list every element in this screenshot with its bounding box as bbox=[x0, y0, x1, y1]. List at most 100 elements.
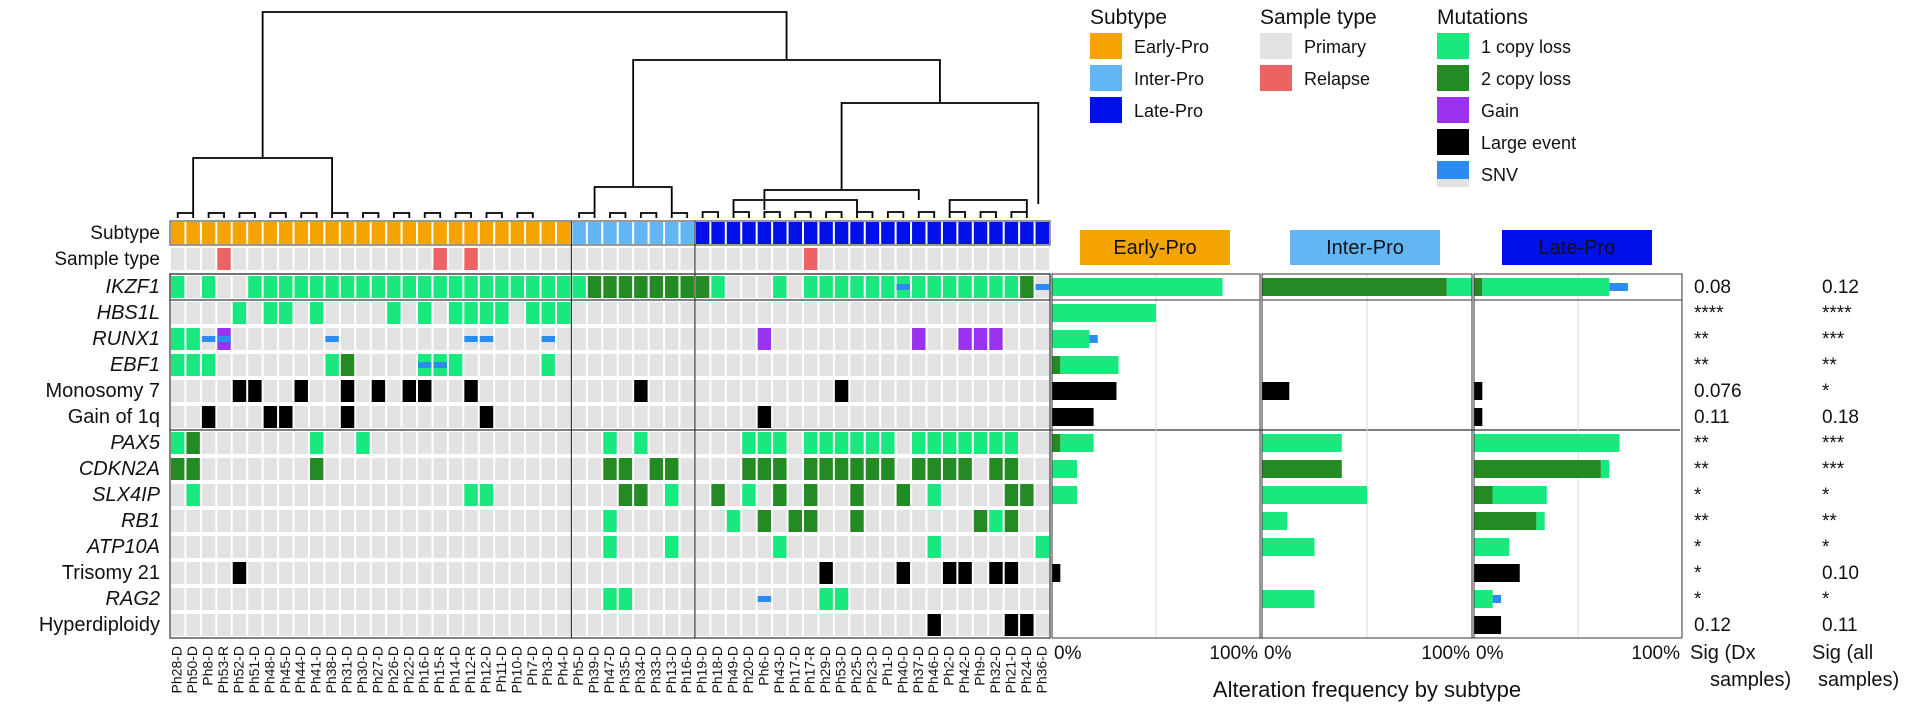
dendrogram-link bbox=[917, 211, 936, 218]
panel-header bbox=[1290, 230, 1440, 265]
freq-bar bbox=[1052, 408, 1094, 426]
oncoprint-cell bbox=[510, 614, 525, 636]
oncoprint-cell bbox=[526, 484, 540, 506]
sample-type-cell bbox=[912, 248, 926, 270]
sample-label: Ph36-D bbox=[1033, 646, 1049, 693]
subtype-cell bbox=[989, 222, 1003, 244]
subtype-cell bbox=[973, 222, 988, 244]
sample-type-cell bbox=[803, 248, 818, 270]
oncoprint-cell bbox=[510, 562, 525, 584]
oncoprint-cell bbox=[387, 614, 401, 636]
sig-all-value: * bbox=[1822, 589, 1830, 610]
oncoprint-cell bbox=[356, 354, 370, 376]
oncoprint-cell bbox=[742, 406, 756, 428]
oncoprint-cell bbox=[433, 406, 447, 428]
oncoprint-cell bbox=[773, 276, 787, 298]
oncoprint-cell bbox=[757, 354, 772, 376]
oncoprint-cell bbox=[881, 484, 895, 506]
oncoprint-cell bbox=[232, 354, 247, 376]
subtype-cell bbox=[896, 222, 911, 244]
dendrogram-link bbox=[485, 212, 503, 218]
oncoprint-cell bbox=[587, 484, 602, 506]
oncoprint-cell bbox=[865, 484, 880, 506]
oncoprint-cell bbox=[773, 406, 787, 428]
oncoprint-cell bbox=[912, 354, 926, 376]
oncoprint-cell bbox=[711, 328, 725, 350]
sig-all-value: 0.10 bbox=[1822, 563, 1859, 584]
oncoprint-cell bbox=[294, 328, 308, 350]
oncoprint-cell bbox=[171, 354, 185, 376]
oncoprint-cell bbox=[912, 276, 926, 298]
sample-label: Ph30-D bbox=[354, 646, 370, 693]
legend-label: 1 copy loss bbox=[1481, 37, 1571, 57]
oncoprint-cell bbox=[232, 406, 247, 428]
oncoprint-cell bbox=[1035, 588, 1049, 610]
oncoprint-cell bbox=[572, 432, 586, 454]
oncoprint-cell bbox=[294, 562, 308, 584]
oncoprint-cell bbox=[711, 406, 725, 428]
sample-label: Ph35-D bbox=[616, 646, 632, 693]
oncoprint-cell bbox=[958, 614, 972, 636]
oncoprint-cell bbox=[387, 484, 401, 506]
subtype-cell bbox=[294, 222, 308, 244]
oncoprint-cell bbox=[325, 484, 339, 506]
oncoprint-cell bbox=[201, 562, 216, 584]
oncoprint-cell bbox=[340, 406, 355, 428]
oncoprint-cell bbox=[356, 276, 370, 298]
sample-label: Ph12-R bbox=[462, 646, 478, 693]
significance-columns: 0.08 0.12**** ****** ***** **0.076 *0.11 0.18*… bbox=[1690, 277, 1899, 691]
oncoprint-cell bbox=[1004, 302, 1019, 324]
oncoprint-cell bbox=[248, 302, 262, 324]
oncoprint-cell bbox=[726, 614, 741, 636]
snv-mark bbox=[217, 336, 231, 342]
oncoprint-cell bbox=[201, 484, 216, 506]
subtype-cell bbox=[834, 222, 849, 244]
oncoprint-cell bbox=[665, 432, 679, 454]
oncoprint-cell bbox=[618, 276, 633, 298]
oncoprint-cell bbox=[356, 302, 370, 324]
panel-header bbox=[1080, 230, 1230, 265]
oncoprint-cell bbox=[881, 328, 895, 350]
oncoprint-cell bbox=[325, 562, 339, 584]
sig-all-value: 0.18 bbox=[1822, 407, 1859, 428]
oncoprint-cell bbox=[186, 432, 200, 454]
oncoprint-cell bbox=[695, 588, 710, 610]
oncoprint-cell bbox=[881, 302, 895, 324]
oncoprint-cell bbox=[634, 276, 648, 298]
dendrogram-link bbox=[192, 157, 334, 213]
oncoprint-cell bbox=[201, 380, 216, 402]
oncoprint-cell bbox=[248, 432, 262, 454]
oncoprint-cell bbox=[865, 614, 880, 636]
oncoprint-cell bbox=[726, 588, 741, 610]
oncoprint-cell bbox=[510, 302, 525, 324]
oncoprint-cell bbox=[387, 276, 401, 298]
oncoprint-cell bbox=[773, 510, 787, 532]
sig-all-value: 0.12 bbox=[1822, 277, 1859, 298]
oncoprint-cell bbox=[773, 536, 787, 558]
oncoprint-cell bbox=[171, 432, 185, 454]
row-label: IKZF1 bbox=[106, 276, 160, 298]
oncoprint-cell bbox=[217, 536, 231, 558]
oncoprint-cell bbox=[541, 276, 555, 298]
oncoprint-cell bbox=[171, 380, 185, 402]
oncoprint-cell bbox=[232, 458, 247, 480]
oncoprint-cell bbox=[865, 562, 880, 584]
row-label: RUNX1 bbox=[92, 328, 160, 350]
oncoprint-cell bbox=[371, 536, 386, 558]
subtype-cell bbox=[742, 222, 756, 244]
oncoprint-cell bbox=[680, 406, 694, 428]
row-label: Gain of 1q bbox=[68, 406, 160, 428]
subtype-cell bbox=[510, 222, 525, 244]
sig-dx-value: * bbox=[1694, 537, 1702, 558]
oncoprint-cell bbox=[881, 562, 895, 584]
oncoprint-cell bbox=[433, 614, 447, 636]
sample-label: Ph45-D bbox=[277, 646, 293, 693]
oncoprint-cell bbox=[757, 562, 772, 584]
oncoprint-cell bbox=[896, 302, 911, 324]
sample-label: Ph3-D bbox=[539, 646, 555, 686]
oncoprint-cell bbox=[325, 510, 339, 532]
oncoprint-cell bbox=[757, 510, 772, 532]
oncoprint-cell bbox=[263, 536, 278, 558]
oncoprint-cell bbox=[865, 536, 880, 558]
oncoprint-cell bbox=[1004, 328, 1019, 350]
